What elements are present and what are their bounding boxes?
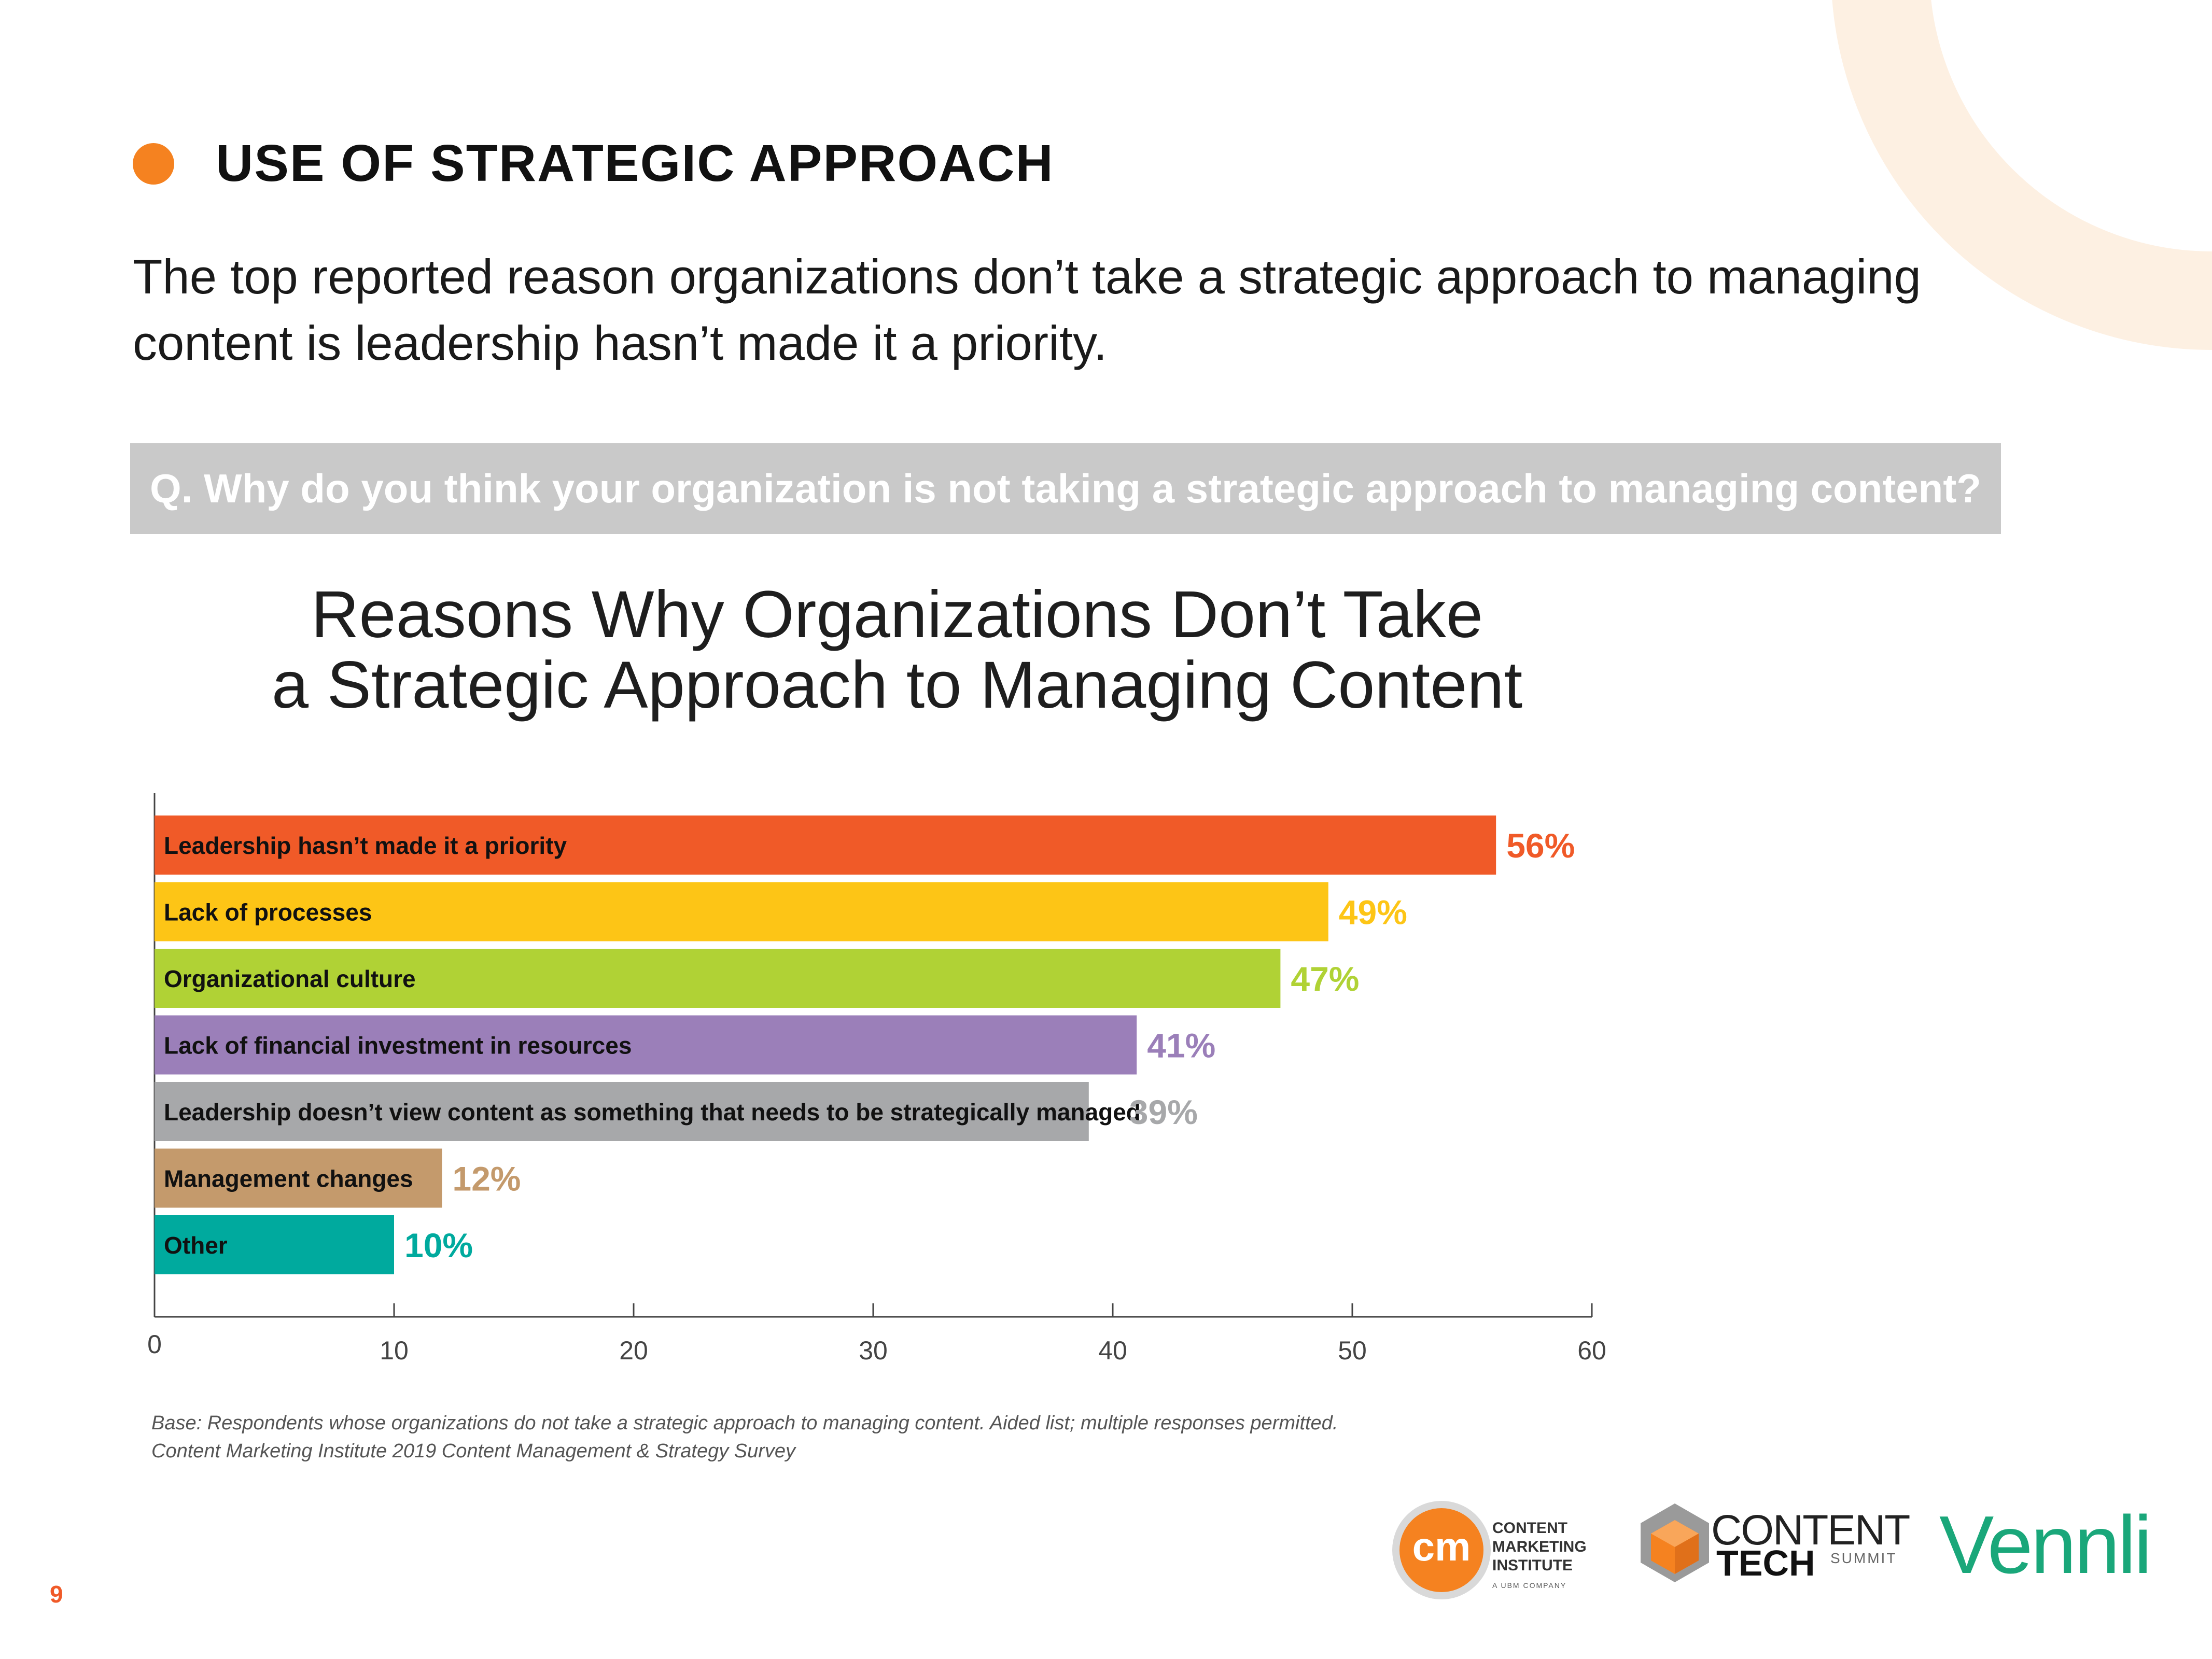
cmi-line-2: MARKETING bbox=[1492, 1538, 1587, 1555]
bar-value-label: 39% bbox=[1129, 1093, 1198, 1131]
content-tech-line-2: TECH bbox=[1716, 1543, 1815, 1583]
content-tech-line-3: SUMMIT bbox=[1830, 1550, 1897, 1566]
question-banner: Q. Why do you think your organization is… bbox=[130, 443, 2001, 534]
cmi-badge-text: cm bbox=[1412, 1524, 1471, 1569]
vennli-logo: Vennli bbox=[1939, 1499, 2152, 1591]
cmi-sub-text: A UBM COMPANY bbox=[1492, 1581, 1567, 1590]
x-tick-label: 40 bbox=[1098, 1336, 1127, 1365]
bar-value-label: 12% bbox=[452, 1160, 521, 1198]
page-number: 9 bbox=[50, 1581, 63, 1608]
chart-title: Reasons Why Organizations Don’t Take a S… bbox=[156, 580, 1639, 721]
chart-title-line-1: Reasons Why Organizations Don’t Take bbox=[311, 578, 1483, 652]
bar-value-label: 49% bbox=[1339, 893, 1407, 932]
bar bbox=[155, 1082, 1089, 1141]
bar bbox=[155, 1148, 442, 1208]
content-tech-hexagon-icon bbox=[1641, 1503, 1709, 1582]
x-tick-label: 10 bbox=[380, 1336, 409, 1365]
bullet-dot-icon bbox=[133, 143, 174, 185]
bar bbox=[155, 1215, 394, 1274]
page-subtitle: The top reported reason organizations do… bbox=[133, 249, 1921, 370]
bar-category-label: Leadership hasn’t made it a priority bbox=[164, 832, 567, 859]
bar-category-label: Lack of financial investment in resource… bbox=[164, 1032, 632, 1059]
chart-title-line-2: a Strategic Approach to Managing Content bbox=[271, 648, 1523, 722]
bar bbox=[155, 1015, 1137, 1075]
source-note: Base: Respondents whose organizations do… bbox=[151, 1409, 1338, 1465]
bar-category-label: Leadership doesn’t view content as somet… bbox=[164, 1099, 1141, 1126]
content-tech-line-1: CONTENT bbox=[1711, 1507, 1910, 1554]
bar-value-label: 41% bbox=[1147, 1027, 1215, 1065]
source-line-2: Content Marketing Institute 2019 Content… bbox=[151, 1440, 796, 1462]
bar-category-label: Management changes bbox=[164, 1165, 413, 1192]
bar bbox=[155, 816, 1496, 875]
x-tick-label: 0 bbox=[147, 1330, 162, 1359]
bar-category-label: Other bbox=[164, 1232, 228, 1259]
cmi-logo-icon: cm bbox=[1392, 1501, 1491, 1599]
section-title: USE OF STRATEGIC APPROACH bbox=[216, 134, 1054, 192]
bar-category-label: Lack of processes bbox=[164, 899, 372, 926]
x-tick-label: 30 bbox=[859, 1336, 888, 1365]
bar bbox=[155, 882, 1328, 941]
bar-value-label: 56% bbox=[1506, 826, 1575, 865]
x-tick-label: 20 bbox=[619, 1336, 648, 1365]
bar-value-label: 47% bbox=[1291, 960, 1359, 998]
bar-category-label: Organizational culture bbox=[164, 965, 416, 992]
section-header: USE OF STRATEGIC APPROACH bbox=[133, 134, 1054, 193]
cmi-line-1: CONTENT bbox=[1492, 1520, 1567, 1537]
x-tick-label: 60 bbox=[1577, 1336, 1606, 1365]
x-tick-label: 50 bbox=[1338, 1336, 1367, 1365]
source-line-1: Base: Respondents whose organizations do… bbox=[151, 1412, 1338, 1434]
question-text: Q. Why do you think your organization is… bbox=[150, 466, 1981, 511]
cmi-line-3: INSTITUTE bbox=[1492, 1557, 1573, 1574]
bar-value-label: 10% bbox=[404, 1226, 473, 1264]
bar bbox=[155, 949, 1281, 1008]
cmi-logo-text: CONTENT MARKETING INSTITUTE bbox=[1492, 1519, 1587, 1575]
